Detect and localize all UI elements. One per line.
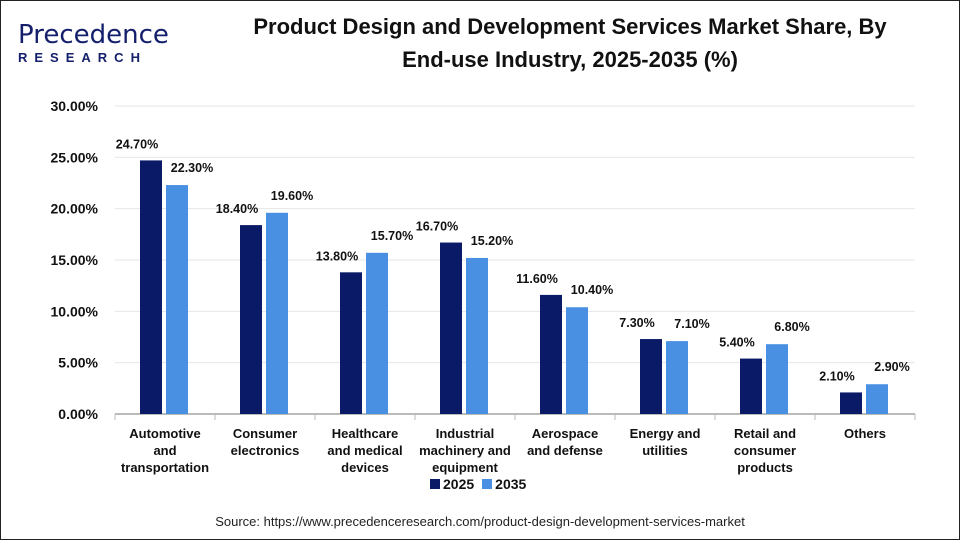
bar-2035 xyxy=(666,341,688,414)
x-category-label: devices xyxy=(341,460,389,475)
data-label-2025: 13.80% xyxy=(316,249,358,263)
y-tick-label: 10.00% xyxy=(51,303,99,319)
legend-item-2025: 2025 xyxy=(430,476,474,492)
y-tick-label: 25.00% xyxy=(51,149,99,165)
x-category-label: Industrial xyxy=(436,426,495,441)
chart-title-line-1: Product Design and Development Services … xyxy=(253,14,887,39)
y-tick-label: 0.00% xyxy=(58,406,98,422)
bar-2035 xyxy=(166,185,188,414)
bar-2035 xyxy=(766,344,788,414)
data-label-2035: 22.30% xyxy=(171,161,213,175)
bar-2025 xyxy=(240,225,262,414)
data-label-2035: 2.90% xyxy=(874,360,909,374)
x-category-label: and xyxy=(153,443,176,458)
bar-2035 xyxy=(866,384,888,414)
legend-label-2035: 2035 xyxy=(495,476,527,492)
bar-2035 xyxy=(366,252,388,414)
x-category-label: utilities xyxy=(642,443,688,458)
x-category-label: products xyxy=(737,460,793,475)
x-category-label: consumer xyxy=(734,443,796,458)
x-category-label: equipment xyxy=(432,460,498,475)
bar-2035 xyxy=(266,212,288,414)
logo-text-bottom: RESEARCH xyxy=(18,50,147,65)
legend-label-2025: 2025 xyxy=(443,476,475,492)
source-text: Source: https://www.precedenceresearch.c… xyxy=(215,514,745,529)
data-label-2035: 6.80% xyxy=(774,320,809,334)
bar-2025 xyxy=(740,358,762,414)
x-category-label: transportation xyxy=(121,460,209,475)
y-tick-label: 5.00% xyxy=(58,355,98,371)
bar-2035 xyxy=(466,257,488,414)
x-category-label: Retail and xyxy=(734,426,796,441)
legend-swatch-2025 xyxy=(430,479,440,489)
bar-2025 xyxy=(340,272,362,414)
bar-2025 xyxy=(840,392,862,414)
x-category-label: and defense xyxy=(527,443,603,458)
x-category-label: Automotive xyxy=(129,426,201,441)
data-label-2025: 5.40% xyxy=(719,336,754,350)
chart-title: Product Design and Development Services … xyxy=(200,10,940,76)
bar-2025 xyxy=(140,160,162,414)
data-label-2025: 18.40% xyxy=(216,202,258,216)
logo-text-top: Precedence xyxy=(18,20,169,50)
bar-2025 xyxy=(540,294,562,414)
x-category-label: electronics xyxy=(231,443,300,458)
x-category-label: Healthcare xyxy=(332,426,398,441)
precedence-research-logo: Precedence RESEARCH xyxy=(18,22,169,65)
x-category-label: Consumer xyxy=(233,426,297,441)
y-tick-label: 30.00% xyxy=(51,98,99,114)
data-label-2025: 2.10% xyxy=(819,369,854,383)
data-label-2035: 15.20% xyxy=(471,234,513,248)
y-tick-label: 20.00% xyxy=(51,201,99,217)
x-category-label: and medical xyxy=(327,443,402,458)
x-category-label: machinery and xyxy=(419,443,511,458)
data-label-2035: 10.40% xyxy=(571,283,613,297)
data-label-2025: 11.60% xyxy=(516,272,558,286)
data-label-2035: 7.10% xyxy=(674,317,709,331)
bar-2025 xyxy=(640,339,662,414)
y-tick-label: 15.00% xyxy=(51,252,99,268)
legend: 2025 2035 xyxy=(430,476,526,492)
data-label-2025: 24.70% xyxy=(116,137,158,151)
x-category-label: Others xyxy=(844,426,886,441)
legend-swatch-2035 xyxy=(482,479,493,489)
data-label-2035: 19.60% xyxy=(271,189,313,203)
data-label-2025: 16.70% xyxy=(416,220,458,234)
bar-2025 xyxy=(440,242,462,414)
bar-2035 xyxy=(566,307,588,414)
chart-title-line-2: End-use Industry, 2025-2035 (%) xyxy=(402,47,738,72)
x-category-label: Energy and xyxy=(630,426,701,441)
data-label-2035: 15.70% xyxy=(371,229,413,243)
legend-item-2035: 2035 xyxy=(482,476,526,492)
data-label-2025: 7.30% xyxy=(619,316,654,330)
x-category-label: Aerospace xyxy=(532,426,598,441)
